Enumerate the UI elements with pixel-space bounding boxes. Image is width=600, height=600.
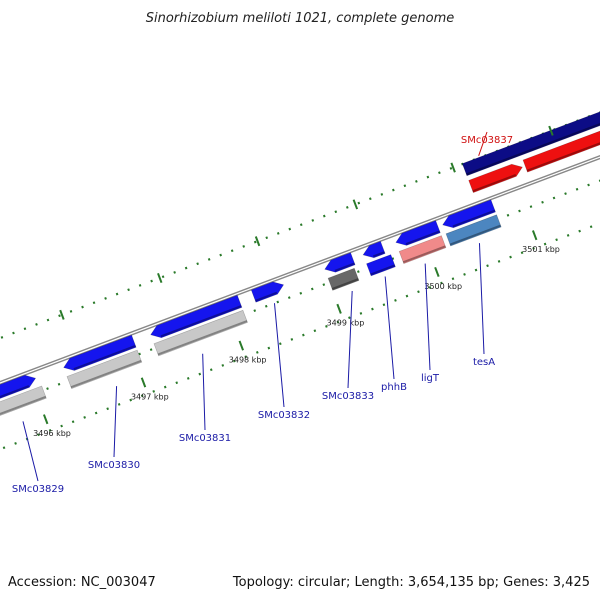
gene-callout-line [202, 353, 206, 431]
gene-block-smc03831-shade [160, 305, 242, 338]
kbp-tick-label: 3501 kbp [522, 245, 560, 254]
genome-backbone [0, 155, 600, 386]
gene-block-phhb-upper[interactable] [362, 241, 386, 259]
gene-label-smc03830[interactable]: SMc03830 [88, 460, 140, 471]
gene-block-smc03829-shade [0, 385, 30, 398]
gene-block-phhb-upper-shade [372, 251, 385, 258]
cds-block-smc03829-shade [0, 395, 47, 416]
cds-block-ligt[interactable] [398, 235, 447, 264]
gene-callout-line [347, 291, 353, 389]
kbp-tick-label: 3497 kbp [131, 392, 169, 401]
gene-block-smc03830-shade [73, 344, 136, 371]
cds-block-smc03837-b-shade [526, 142, 600, 172]
gene-callout-line [384, 276, 395, 380]
gene-block-smc03830[interactable] [63, 334, 137, 371]
kbp-tick-label: 3500 kbp [424, 282, 462, 291]
map-title: Sinorhizobium meliloti 1021, complete ge… [146, 11, 455, 26]
gene-block-smc03831[interactable] [150, 294, 243, 339]
gene-label-phhb[interactable]: phhB [381, 382, 407, 393]
gene-block-smc03833-shade [334, 262, 355, 272]
gene-labels: SMc03829 SMc03830 SMc03831 SMc03832 SMc03833… [12, 131, 513, 495]
gene-label-tesa[interactable]: tesA [473, 357, 495, 368]
cds-block-smc03837-a-shade [472, 174, 517, 193]
cds-block-tesa-shade [449, 224, 501, 246]
upper-dotted-scale [0, 111, 600, 340]
gene-block-phhb-shade [370, 264, 396, 276]
minor-tick-mark [254, 236, 261, 247]
gene-label-ligt[interactable]: ligT [421, 373, 440, 384]
cds-block-smc03837-a[interactable] [468, 163, 523, 193]
cds-block-smc03830-shade [70, 359, 142, 389]
gene-callout-line [22, 421, 39, 482]
minor-tick-mark [548, 125, 554, 136]
kbp-ticks: 3496 kbp 3497 kbp 3498 kbp 3499 kbp 3500 kbp… [33, 125, 560, 438]
minor-tick-mark [59, 309, 65, 320]
accession-text: Accession: NC_003047 [8, 575, 156, 590]
cds-block-smc03837-b[interactable] [522, 114, 600, 173]
cds-block-smc03831-shade [157, 320, 248, 356]
kbp-tick-mark [434, 266, 440, 278]
cds-block-tesa[interactable] [445, 214, 502, 247]
gene-label-smc03832[interactable]: SMc03832 [258, 410, 310, 421]
gene-features [0, 100, 600, 426]
gene-label-smc03829[interactable]: SMc03829 [12, 484, 64, 495]
gene-label-smc03833[interactable]: SMc03833 [322, 391, 374, 402]
kbp-tick-mark [336, 303, 342, 314]
gene-block-smc03829[interactable] [0, 374, 37, 411]
gene-block-ligt[interactable] [395, 220, 441, 246]
gene-label-smc03837[interactable]: SMc03837 [461, 135, 513, 146]
bottom-dotted-scale [2, 222, 600, 450]
genome-summary-text: Topology: circular; Length: 3,654,135 bp… [232, 575, 590, 590]
kbp-tick-mark [531, 230, 538, 241]
gene-block-smc03832[interactable] [250, 281, 285, 303]
gene-callout-line [113, 386, 118, 458]
cds-block-ligt-shade [402, 245, 446, 264]
kbp-tick-label: 3499 kbp [327, 319, 365, 328]
gene-callout-line [424, 263, 431, 371]
gene-block-ligt-shade [405, 230, 441, 245]
cds-block-smc03830[interactable] [66, 349, 143, 389]
gene-block-smc03833[interactable] [324, 252, 356, 273]
gene-block-phhb[interactable] [366, 254, 396, 277]
minor-tick-mark [157, 272, 163, 284]
cds-block-smc03833-shade [331, 278, 359, 290]
gene-callout-line [273, 303, 285, 408]
kbp-tick-mark [140, 377, 147, 388]
gene-callout-line [478, 243, 485, 355]
kbp-tick-mark [42, 414, 49, 425]
cds-block-smc03833[interactable] [327, 267, 360, 291]
gene-block-tesa[interactable] [442, 199, 496, 229]
gene-callout-line [478, 131, 488, 156]
kbp-tick-mark [238, 340, 244, 351]
gene-label-smc03831[interactable]: SMc03831 [179, 433, 231, 444]
gene-block-smc03837-shade [466, 122, 600, 176]
minor-tick-mark [450, 162, 456, 173]
gene-block-smc03837[interactable] [461, 100, 600, 177]
minor-tick-mark [352, 199, 359, 210]
cds-block-smc03831[interactable] [153, 309, 248, 357]
cds-block-smc03829[interactable] [0, 385, 47, 426]
kbp-tick-label: 3496 kbp [33, 429, 71, 438]
gene-block-smc03832-shade [255, 291, 278, 302]
kbp-tick-label: 3498 kbp [229, 355, 267, 364]
gene-block-tesa-shade [452, 209, 496, 228]
